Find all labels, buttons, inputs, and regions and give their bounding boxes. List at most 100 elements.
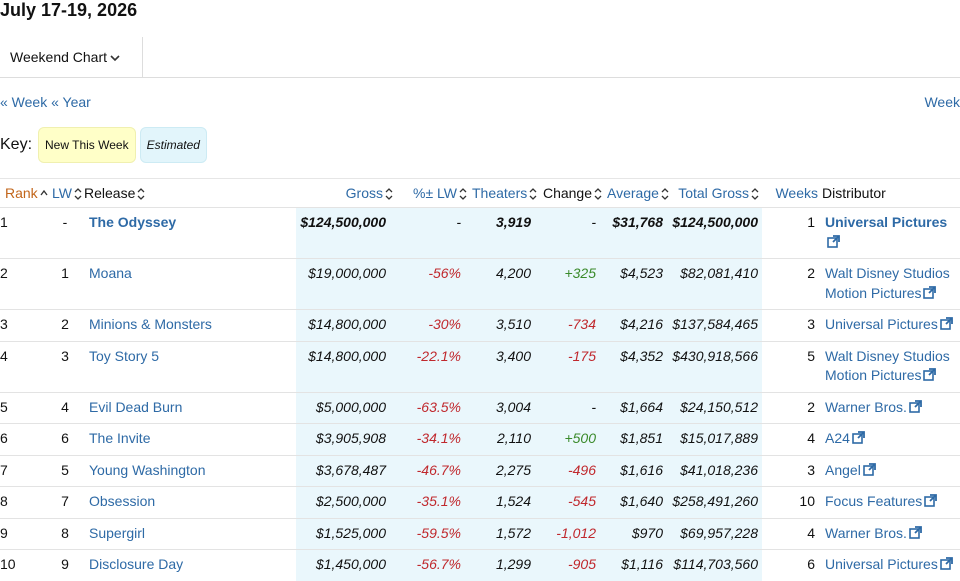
cell-text: $14,800,000: [308, 316, 386, 332]
column-header[interactable]: Gross: [296, 178, 396, 208]
table-cell: 2: [762, 258, 820, 310]
cell-text: $4,523: [620, 265, 663, 281]
table-cell: 4: [0, 340, 50, 392]
distributor-link[interactable]: Universal Pictures: [825, 214, 948, 230]
release-link[interactable]: Toy Story 5: [89, 347, 160, 364]
column-header[interactable]: Rank: [0, 178, 50, 208]
cell-text: $137,584,465: [672, 316, 758, 332]
cell-text: 9: [0, 524, 8, 541]
table-cell: -496: [540, 454, 605, 487]
column-header[interactable]: %± LW: [396, 178, 470, 208]
table-cell: 6: [0, 423, 50, 455]
release-link[interactable]: Evil Dead Burn: [89, 398, 183, 415]
release-link[interactable]: Disclosure Day: [89, 556, 184, 572]
release-link[interactable]: Moana: [89, 265, 132, 281]
table-cell: -905: [540, 549, 605, 581]
table-cell: $14,800,000: [296, 309, 396, 341]
external-link-icon: [852, 431, 865, 444]
table-cell: Toy Story 5: [82, 340, 296, 392]
distributor-link[interactable]: Walt Disney Studios Motion Pictures: [825, 265, 950, 301]
table-cell: 1: [762, 207, 820, 259]
release-link[interactable]: Minions & Monsters: [89, 316, 212, 332]
table-cell: 9: [50, 549, 82, 581]
table-cell: 4: [762, 517, 820, 550]
table-cell: The Odyssey: [82, 207, 296, 259]
release-link[interactable]: Supergirl: [89, 524, 146, 541]
table-cell: 3,004: [470, 391, 540, 424]
table-cell: 1,299: [470, 549, 540, 581]
table-row: 3 2 Minions & Monsters $14,800,000 -30% 3,510…: [0, 309, 960, 341]
cell-text: +500: [564, 430, 596, 446]
cell-text: -22.1%: [416, 347, 461, 364]
column-label: Weeks: [775, 185, 818, 201]
prev-year-link[interactable]: « Year: [51, 94, 91, 110]
table-cell: $970: [605, 517, 670, 550]
table-cell: 6: [762, 549, 820, 581]
prev-week-link[interactable]: « Week: [0, 94, 48, 110]
distributor-link[interactable]: Universal Pictures: [825, 556, 938, 572]
chart-tab[interactable]: Weekend Chart: [0, 37, 143, 77]
column-header[interactable]: Change: [540, 178, 605, 208]
table-cell: Moana: [82, 258, 296, 310]
cell-text: 3,510: [495, 316, 531, 332]
table-cell: 1,572: [470, 517, 540, 550]
column-header[interactable]: Distributor: [820, 178, 960, 208]
column-header[interactable]: Theaters: [470, 178, 540, 208]
cell-text: $1,525,000: [315, 524, 386, 541]
distributor-link[interactable]: Universal Pictures: [825, 316, 938, 332]
external-link-icon: [827, 234, 840, 248]
cell-text: 4: [61, 398, 69, 415]
cell-text: $69,957,228: [680, 524, 758, 541]
column-header[interactable]: Weeks: [762, 178, 820, 208]
table-cell: 3,400: [470, 340, 540, 392]
cell-text: $82,081,410: [680, 265, 758, 281]
column-label: Gross: [345, 184, 383, 201]
cell-text: 10: [0, 556, 16, 572]
column-header[interactable]: Average: [605, 178, 670, 208]
cell-text: 7: [61, 493, 69, 509]
cell-text: 7: [0, 461, 8, 478]
table-cell: -: [540, 391, 605, 424]
external-link-icon: [909, 525, 922, 539]
distributor-link[interactable]: Angel: [825, 461, 861, 478]
dropdown-icon: [110, 55, 120, 62]
table-cell: $19,000,000: [296, 258, 396, 310]
column-header[interactable]: Release: [82, 178, 296, 208]
release-link[interactable]: Young Washington: [89, 461, 206, 478]
release-link[interactable]: The Odyssey: [89, 214, 177, 230]
nav-right: Week: [924, 94, 960, 110]
distributor-link[interactable]: Warner Bros.: [825, 398, 907, 415]
release-link[interactable]: Obsession: [89, 493, 156, 509]
table-cell: -: [50, 207, 82, 259]
table-cell: $4,352: [605, 340, 670, 392]
table-cell: $1,640: [605, 486, 670, 518]
column-header[interactable]: Total Gross: [670, 178, 762, 208]
distributor-link[interactable]: Focus Features: [825, 493, 923, 509]
distributor-link[interactable]: Warner Bros.: [825, 524, 907, 541]
table-cell: 7: [0, 454, 50, 487]
table-cell: $430,918,566: [670, 340, 762, 392]
page-title: July 17-19, 2026: [0, 0, 138, 20]
cell-text: $258,491,260: [672, 493, 758, 509]
cell-text: $2,500,000: [315, 493, 386, 509]
release-link[interactable]: The Invite: [89, 430, 151, 446]
table-cell: $124,500,000: [670, 207, 762, 259]
table-cell: The Invite: [82, 423, 296, 455]
table-cell: $1,664: [605, 391, 670, 424]
distributor-link[interactable]: A24: [825, 430, 850, 446]
cell-text: -: [456, 214, 461, 230]
table-cell: -734: [540, 309, 605, 341]
distributor-link[interactable]: Walt Disney Studios Motion Pictures: [825, 347, 950, 384]
cell-text: 1,572: [495, 524, 531, 541]
table-row: 9 8 Supergirl $1,525,000 -59.5% 1,572 -1,012 $9…: [0, 517, 960, 550]
cell-text: $1,450,000: [315, 556, 386, 572]
cell-text: -56%: [428, 265, 461, 281]
table-cell: -59.5%: [396, 517, 470, 550]
cell-text: -56.7%: [416, 556, 461, 572]
next-week-link[interactable]: Week: [924, 94, 960, 110]
column-header[interactable]: LW: [50, 178, 82, 208]
column-label: LW: [52, 184, 72, 201]
external-link-icon: [909, 399, 922, 413]
table-cell: $41,018,236: [670, 454, 762, 487]
table-cell: -46.7%: [396, 454, 470, 487]
